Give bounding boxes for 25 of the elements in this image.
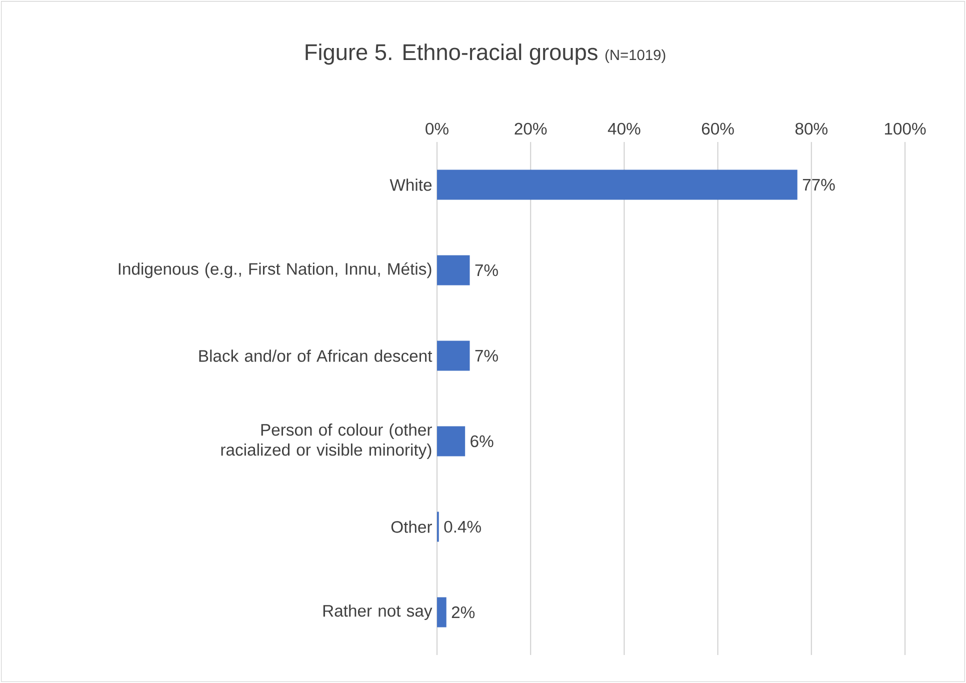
data-label: 7%: [475, 264, 498, 276]
x-tick-label: 20%: [514, 122, 547, 135]
x-tick-label: 100%: [884, 122, 926, 135]
data-label: 77%: [802, 178, 835, 191]
chart-subtitle: (N=1019): [605, 49, 666, 64]
y-tick-label: White: [390, 178, 432, 191]
bar: [437, 170, 798, 200]
data-label: 6%: [470, 435, 494, 448]
y-tick-label: Person of colour (other racialized or visible minority): [221, 423, 432, 460]
y-tick-label: Black and/or of African descent: [199, 350, 432, 362]
bar: [437, 340, 470, 371]
bar: [437, 426, 466, 456]
bar: [437, 597, 446, 628]
y-tick-label: Other: [391, 520, 432, 533]
data-label: 2%: [452, 606, 475, 618]
data-label: 0.4%: [444, 520, 481, 533]
bar: [437, 255, 470, 286]
chart-title: Figure 5. Ethno-racial groups: [306, 44, 598, 65]
y-tick-label: Rather not say: [323, 604, 432, 620]
data-label: 7%: [475, 350, 498, 362]
x-tick-label: 40%: [608, 122, 640, 135]
x-tick-label: 60%: [702, 122, 734, 135]
x-tick-label: 0%: [426, 122, 448, 135]
x-tick-label: 80%: [795, 122, 828, 135]
y-tick-label: Indigenous (e.g., First Nation, Innu, Métis): [118, 262, 432, 278]
